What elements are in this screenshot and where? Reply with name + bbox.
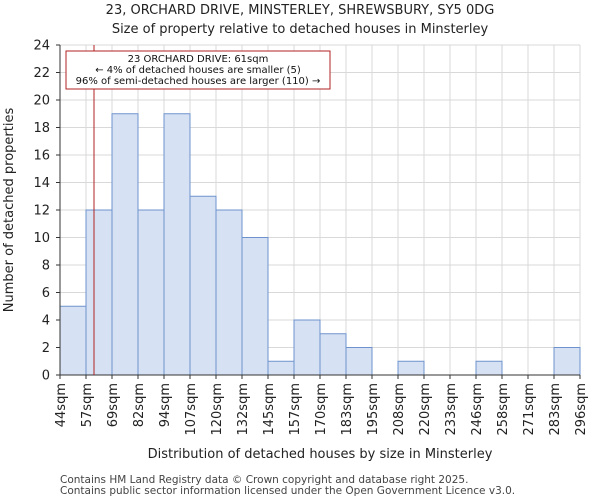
x-tick-label: 246sqm <box>470 383 485 436</box>
x-tick-label: 283sqm <box>548 383 563 436</box>
x-tick-label: 170sqm <box>314 383 329 436</box>
x-tick-label: 107sqm <box>184 383 199 436</box>
chart-title-line-2: Size of property relative to detached ho… <box>112 22 489 37</box>
y-tick-label: 10 <box>33 231 50 246</box>
x-tick-label: 145sqm <box>262 383 277 436</box>
y-tick-label: 20 <box>33 94 50 109</box>
x-tick-label: 258sqm <box>496 383 511 436</box>
x-tick-label: 57sqm <box>80 383 95 427</box>
x-tick-label: 82sqm <box>132 383 147 427</box>
chart-title-line-1: 23, ORCHARD DRIVE, MINSTERLEY, SHREWSBUR… <box>106 3 495 18</box>
bar-208sqm <box>397 360 425 376</box>
x-axis-label: Distribution of detached houses by size … <box>148 447 493 462</box>
y-tick-label: 4 <box>42 314 50 329</box>
bar-94sqm <box>163 113 191 376</box>
annotation-line-2: ← 4% of detached houses are smaller (5) <box>95 65 301 76</box>
annotation-line-1: 23 ORCHARD DRIVE: 61sqm <box>128 54 269 65</box>
annotation-frame <box>65 50 331 90</box>
y-tick-label: 8 <box>42 259 50 274</box>
y-tick-label: 6 <box>42 286 50 301</box>
x-tick-label: 220sqm <box>418 383 433 436</box>
y-axis-label: Number of detached properties <box>2 108 17 313</box>
x-tick-label: 120sqm <box>210 383 225 436</box>
bars <box>59 113 581 376</box>
x-tick-label: 94sqm <box>158 383 173 427</box>
bar-44sqm <box>59 305 87 376</box>
x-tick-label: 271sqm <box>522 383 537 436</box>
x-tick-label: 69sqm <box>106 383 121 427</box>
bar-69sqm <box>111 113 139 376</box>
y-tick-label: 0 <box>42 369 50 384</box>
bar-157sqm <box>293 319 321 376</box>
x-tick-label: 44sqm <box>54 383 69 427</box>
y-tick-label: 24 <box>33 39 50 54</box>
bar-107sqm <box>189 195 217 376</box>
x-tick-label: 195sqm <box>366 383 381 436</box>
y-tick-label: 22 <box>33 66 50 81</box>
x-tick-label: 132sqm <box>236 383 251 436</box>
footer-line-1: Contains HM Land Registry data © Crown c… <box>60 474 468 486</box>
bar-57sqm <box>85 209 113 376</box>
y-tick-label: 14 <box>33 176 50 191</box>
y-tick-label: 12 <box>33 204 50 219</box>
x-tick-label: 183sqm <box>340 383 355 436</box>
bar-82sqm <box>137 209 165 376</box>
bar-120sqm <box>215 209 243 376</box>
footer-line-2: Contains public sector information licen… <box>60 485 515 497</box>
bar-183sqm <box>345 347 373 376</box>
y-tick-label: 2 <box>42 341 50 356</box>
x-tick-label: 157sqm <box>288 383 303 436</box>
bar-170sqm <box>319 333 347 376</box>
annotation-box: 23 ORCHARD DRIVE: 61sqm ← 4% of detached… <box>65 50 331 90</box>
bar-132sqm <box>241 237 269 376</box>
x-tick-label: 233sqm <box>444 383 459 436</box>
bar-145sqm <box>267 360 295 376</box>
y-tick-label: 16 <box>33 149 50 164</box>
y-tick-label: 18 <box>33 121 50 136</box>
bar-246sqm <box>475 360 503 376</box>
x-tick-labels: 44sqm 57sqm 69sqm 82sqm 94sqm 107sqm 120sqm 132… <box>54 375 589 436</box>
annotation-line-3: 96% of semi-detached houses are larger (… <box>76 76 321 87</box>
x-tick-label: 296sqm <box>574 383 589 436</box>
bar-283sqm <box>553 347 581 376</box>
x-tick-label: 208sqm <box>392 383 407 436</box>
